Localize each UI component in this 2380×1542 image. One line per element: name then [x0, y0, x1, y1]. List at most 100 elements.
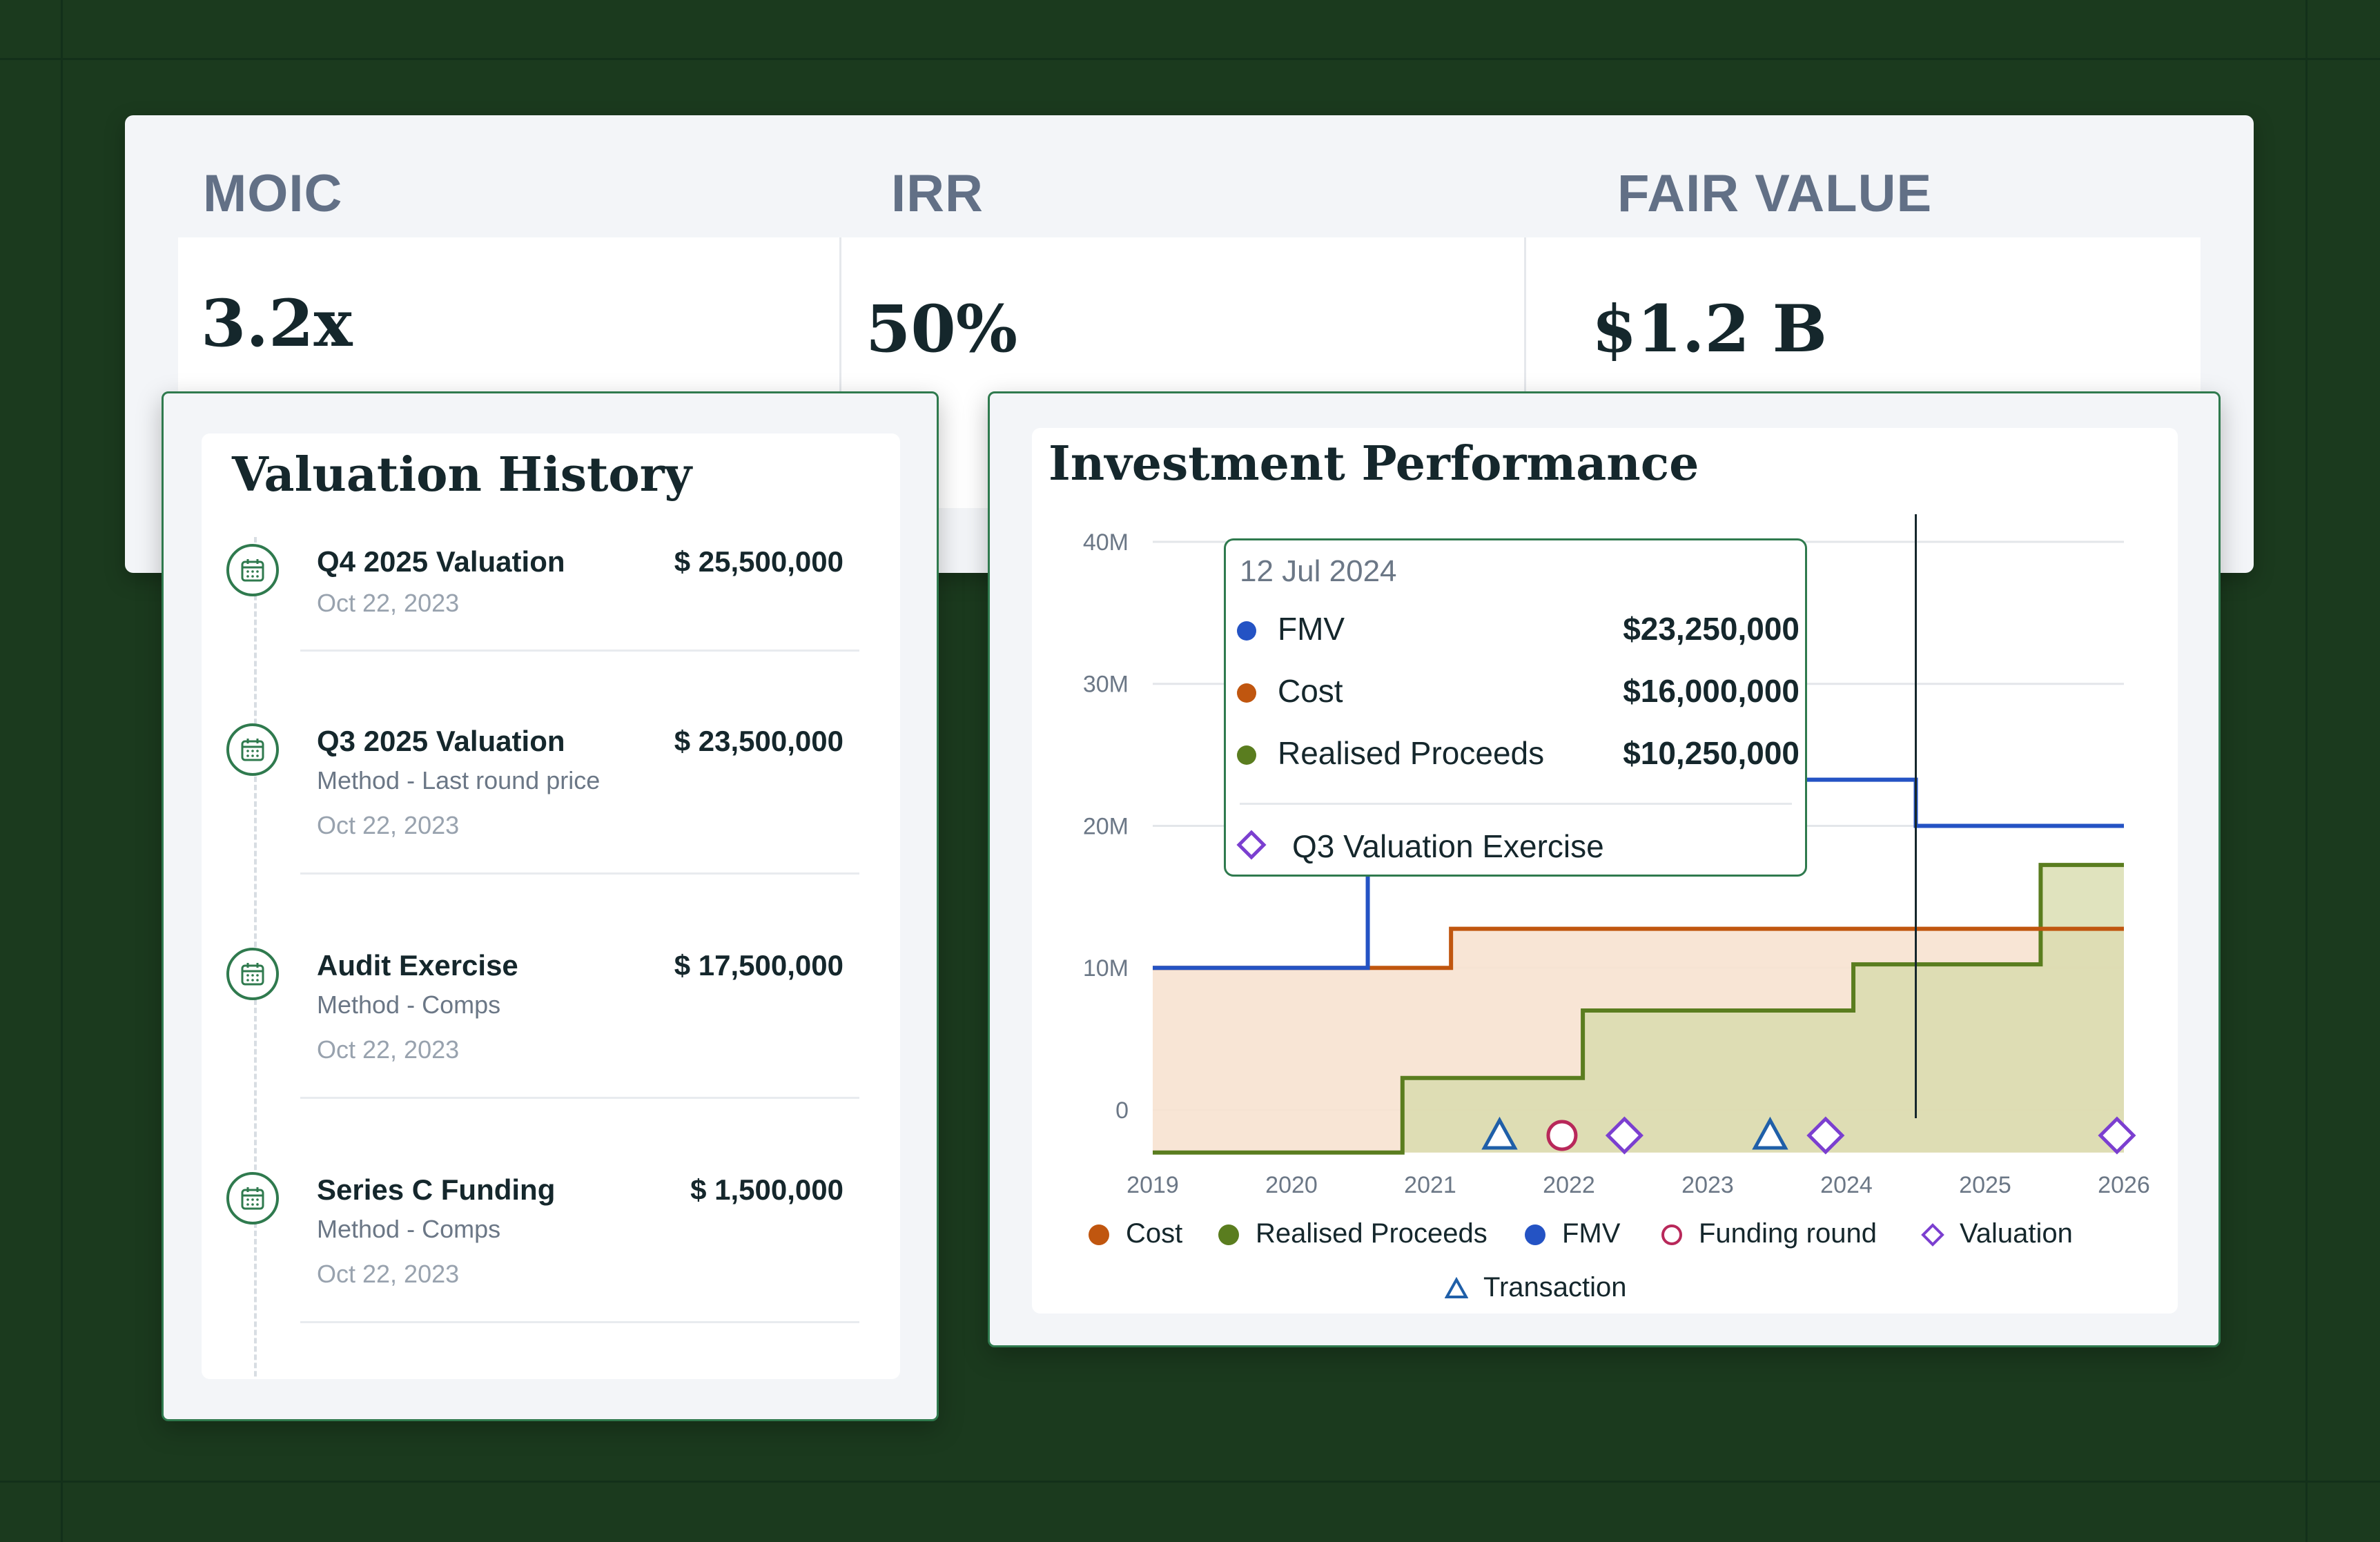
legend-item-valuation[interactable]: Valuation — [1921, 1218, 2073, 1249]
legend-label: Cost — [1126, 1218, 1183, 1249]
list-divider — [300, 1097, 859, 1099]
tooltip-label: Realised Proceeds — [1278, 735, 1545, 771]
valuation-item[interactable]: Series C Funding $ 1,500,000 Method - Co… — [202, 1165, 900, 1379]
legend-item-funding-round[interactable]: Funding round — [1660, 1218, 1877, 1249]
list-divider — [300, 1321, 859, 1323]
calendar-icon — [226, 1172, 279, 1224]
tooltip-value: $10,250,000 — [1623, 735, 1799, 771]
valuation-item-date: Oct 22, 2023 — [317, 589, 460, 617]
y-tick-label: 0 — [1115, 1097, 1129, 1124]
legend-item-cost[interactable]: Cost — [1087, 1218, 1182, 1249]
valuation-history-list: Valuation History Q4 2025 Valuation $ 25… — [202, 433, 900, 1379]
legend-label: Realised Proceeds — [1256, 1218, 1488, 1249]
valuation-history-title: Valuation History — [232, 447, 692, 502]
valuation-item-amount: $ 25,500,000 — [674, 545, 843, 578]
valuation-item[interactable]: Audit Exercise $ 17,500,000 Method - Com… — [202, 941, 900, 1162]
valuation-item-method: Method - Comps — [317, 1215, 501, 1243]
irr-value: 50% — [866, 291, 1018, 367]
tooltip-value: $16,000,000 — [1623, 673, 1799, 709]
legend-item-realised-proceeds[interactable]: Realised Proceeds — [1217, 1218, 1488, 1249]
x-tick-label: 2019 — [1126, 1172, 1179, 1198]
y-tick-label: 10M — [1083, 955, 1129, 982]
legend-label: FMV — [1562, 1218, 1621, 1249]
legend-item-transaction[interactable]: Transaction — [1444, 1272, 1627, 1303]
tooltip-label: FMV — [1278, 611, 1345, 647]
tooltip-event: Q3 Valuation Exercise — [1226, 823, 1809, 865]
y-tick-label: 20M — [1083, 813, 1129, 839]
y-tick-label: 40M — [1083, 529, 1129, 556]
valuation-item-date: Oct 22, 2023 — [317, 1260, 460, 1288]
valuation-history-panel: Valuation History Q4 2025 Valuation $ 25… — [162, 391, 939, 1421]
tooltip-value: $23,250,000 — [1623, 611, 1799, 647]
irr-label: IRR — [891, 164, 984, 223]
valuation-item-amount: $ 17,500,000 — [674, 949, 843, 982]
calendar-icon — [226, 948, 279, 1000]
background-gridline — [0, 58, 2380, 60]
valuation-diamond-icon — [1921, 1222, 1944, 1247]
tooltip-row-cost: Cost $16,000,000 — [1226, 668, 1809, 710]
funding-round-marker — [1546, 1120, 1578, 1151]
legend-item-fmv[interactable]: FMV — [1523, 1218, 1620, 1249]
x-tick-label: 2025 — [1959, 1172, 2011, 1198]
list-divider — [300, 650, 859, 652]
background-gridline — [2305, 0, 2308, 1542]
valuation-item[interactable]: Q4 2025 Valuation $ 25,500,000 Oct 22, 2… — [202, 537, 900, 758]
fmv-dot-icon — [1237, 621, 1256, 641]
valuation-marker — [2098, 1116, 2136, 1155]
valuation-item-name: Series C Funding — [317, 1173, 556, 1206]
list-divider — [300, 872, 859, 875]
legend-label: Valuation — [1960, 1218, 2073, 1249]
realised-proceeds-dot-icon — [1217, 1222, 1240, 1246]
metric-divider — [1524, 237, 1526, 508]
valuation-item-date: Oct 22, 2023 — [317, 1035, 460, 1064]
investment-performance-panel: Investment Performance 40M 30M 20M 10M 0 2019… — [988, 391, 2221, 1347]
realised-proceeds-area — [1153, 865, 2124, 1153]
valuation-item-name: Q3 2025 Valuation — [317, 725, 565, 757]
investment-performance-title: Investment Performance — [1048, 436, 1699, 491]
x-tick-label: 2020 — [1265, 1172, 1318, 1198]
valuation-item-amount: $ 23,500,000 — [674, 725, 843, 757]
transaction-marker — [1752, 1116, 1788, 1150]
valuation-item-method: Method - Comps — [317, 990, 501, 1019]
tooltip-date: 12 Jul 2024 — [1240, 554, 1397, 588]
valuation-diamond-icon — [1236, 830, 1267, 860]
x-tick-label: 2023 — [1681, 1172, 1734, 1198]
valuation-item-name: Audit Exercise — [317, 949, 518, 982]
y-tick-label: 30M — [1083, 672, 1129, 698]
investment-performance-card: Investment Performance 40M 30M 20M 10M 0 2019… — [1032, 428, 2178, 1314]
tooltip-row-realised-proceeds: Realised Proceeds $10,250,000 — [1226, 730, 1809, 772]
background-gridline — [0, 1481, 2380, 1483]
valuation-item[interactable]: Q3 2025 Valuation $ 23,500,000 Method - … — [202, 716, 900, 937]
valuation-item-amount: $ 1,500,000 — [690, 1173, 843, 1206]
metric-divider — [839, 237, 841, 508]
tooltip-divider — [1240, 803, 1792, 805]
cost-dot-icon — [1087, 1222, 1111, 1246]
tooltip-event-label: Q3 Valuation Exercise — [1292, 828, 1604, 864]
tooltip-label: Cost — [1278, 673, 1343, 709]
transaction-marker — [1481, 1116, 1518, 1150]
realised-proceeds-dot-icon — [1237, 745, 1256, 765]
x-tick-label: 2021 — [1404, 1172, 1456, 1198]
fair-value-value: $1.2 B — [1592, 291, 1828, 367]
valuation-marker — [1806, 1116, 1845, 1155]
x-tick-label: 2026 — [2098, 1172, 2150, 1198]
calendar-icon — [226, 723, 279, 776]
funding-round-circle-icon — [1660, 1222, 1684, 1246]
valuation-item-date: Oct 22, 2023 — [317, 811, 460, 839]
background-gridline — [61, 0, 63, 1542]
moic-label: MOIC — [203, 164, 343, 223]
valuation-item-method: Method - Last round price — [317, 766, 601, 794]
fmv-dot-icon — [1523, 1222, 1547, 1246]
cost-dot-icon — [1237, 683, 1256, 703]
legend-label: Transaction — [1483, 1272, 1627, 1302]
realised-proceeds-line — [1153, 863, 2124, 1155]
transaction-triangle-icon — [1444, 1276, 1469, 1300]
valuation-item-name: Q4 2025 Valuation — [317, 545, 565, 578]
x-tick-label: 2022 — [1543, 1172, 1595, 1198]
calendar-icon — [226, 544, 279, 596]
tooltip-row-fmv: FMV $23,250,000 — [1226, 606, 1809, 647]
fair-value-label: FAIR VALUE — [1617, 164, 1933, 223]
chart-tooltip: 12 Jul 2024 FMV $23,250,000 Cost $16,000… — [1224, 538, 1807, 877]
x-tick-label: 2024 — [1820, 1172, 1873, 1198]
moic-value: 3.2x — [201, 286, 353, 362]
